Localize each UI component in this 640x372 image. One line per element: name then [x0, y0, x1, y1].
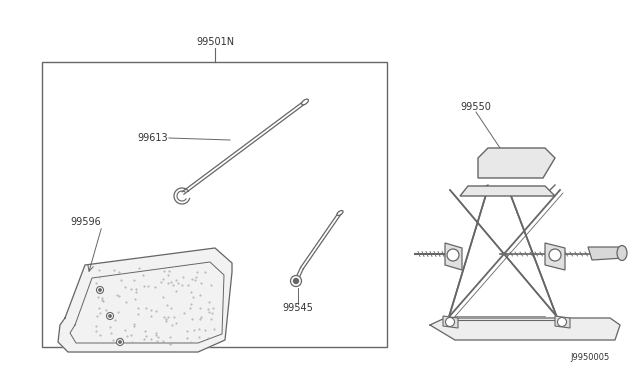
Circle shape: [116, 339, 124, 346]
Circle shape: [99, 289, 101, 291]
Polygon shape: [478, 148, 555, 178]
Polygon shape: [443, 316, 458, 328]
Ellipse shape: [301, 99, 308, 105]
Polygon shape: [545, 243, 565, 270]
Polygon shape: [430, 318, 620, 340]
Circle shape: [447, 249, 459, 261]
Circle shape: [97, 286, 104, 294]
Ellipse shape: [617, 246, 627, 260]
Polygon shape: [555, 316, 570, 328]
Polygon shape: [445, 243, 462, 270]
Text: 99596: 99596: [70, 217, 100, 227]
Circle shape: [106, 312, 113, 320]
Circle shape: [291, 276, 301, 286]
Circle shape: [119, 341, 121, 343]
Polygon shape: [588, 247, 624, 260]
Ellipse shape: [337, 211, 343, 215]
Text: J9950005: J9950005: [571, 353, 610, 362]
Circle shape: [109, 315, 111, 317]
Text: 99501N: 99501N: [196, 37, 234, 47]
Polygon shape: [460, 186, 555, 196]
Text: 99545: 99545: [283, 303, 314, 313]
Circle shape: [557, 317, 566, 327]
Polygon shape: [58, 248, 232, 352]
Circle shape: [549, 249, 561, 261]
Text: 99550: 99550: [461, 102, 492, 112]
Bar: [42, 62, 387, 347]
Text: 99613: 99613: [138, 133, 168, 143]
Circle shape: [294, 279, 298, 283]
Circle shape: [445, 317, 454, 327]
